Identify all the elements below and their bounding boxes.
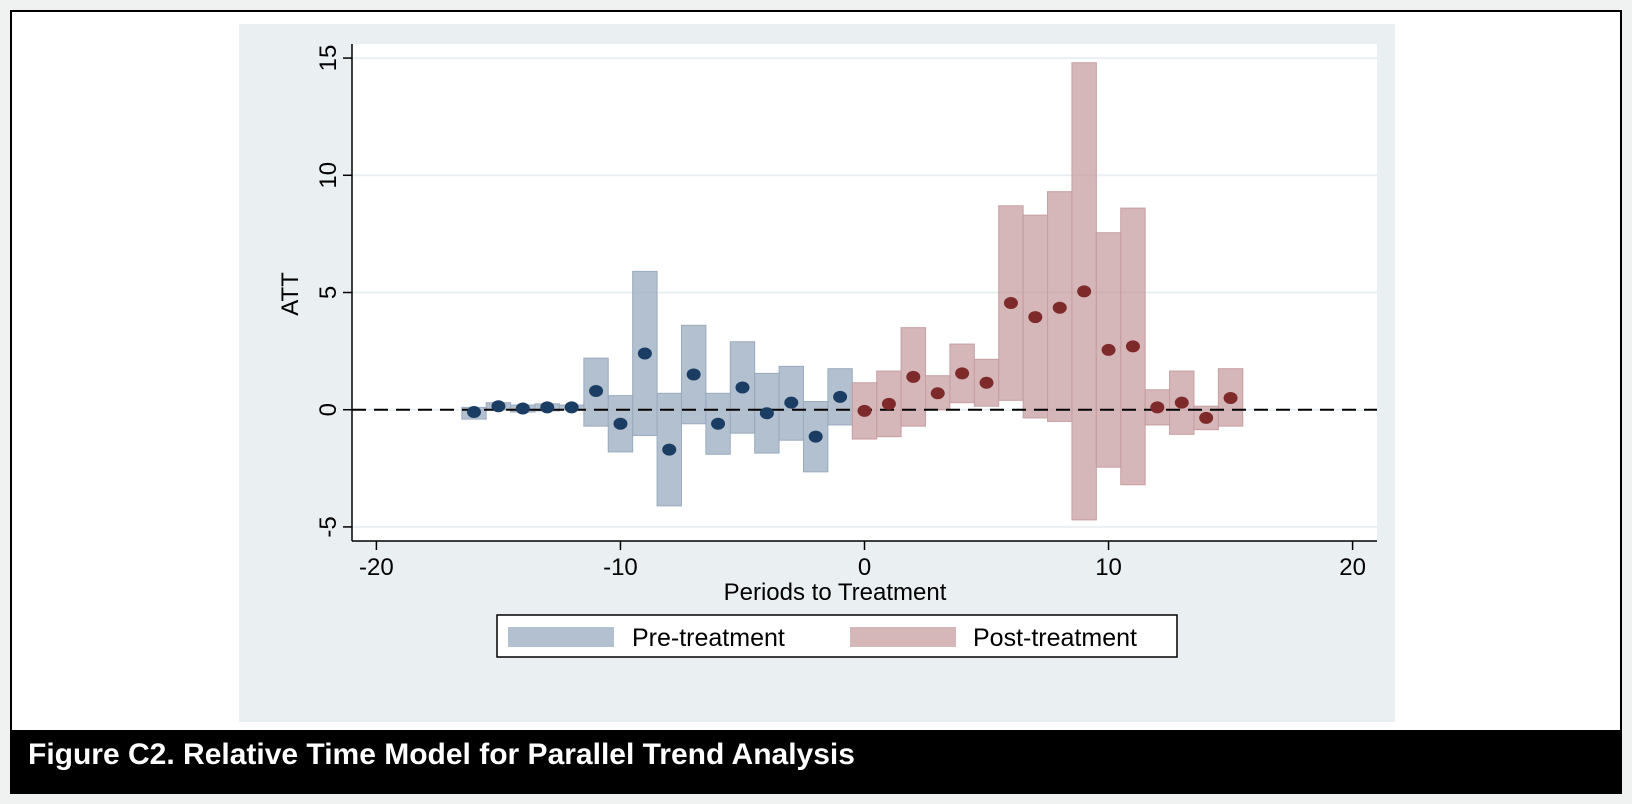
post-treatment-point [979, 376, 994, 389]
pre-treatment-point [686, 368, 701, 381]
legend-label-pre-treatment: Pre-treatment [632, 624, 785, 652]
legend: Pre-treatment Post-treatment [496, 614, 1178, 658]
pre-treatment-point [613, 417, 628, 430]
y-tick-label: 10 [315, 162, 342, 189]
pre-treatment-point [735, 381, 750, 394]
pre-treatment-interval-bar [705, 392, 731, 455]
event-study-chart: -20 -10 0 10 20 -5 0 5 10 15 Periods to Treatment… [277, 44, 1377, 658]
post-treatment-point [1052, 301, 1067, 314]
y-tick-label: 15 [315, 45, 342, 72]
tick-labels: -20 -10 0 10 20 -5 0 5 10 15 [315, 45, 1366, 581]
x-tick-label: 0 [858, 554, 871, 581]
figure-caption: Figure C2. Relative Time Model for Paral… [28, 738, 855, 771]
pre-treatment-point [491, 400, 506, 413]
legend-swatch-pre-treatment [508, 627, 614, 647]
pre-treatment-point [833, 390, 848, 403]
post-treatment-point [1223, 391, 1238, 404]
pre-treatment-point [467, 406, 482, 419]
pre-treatment-point [589, 384, 604, 397]
figure-panel: -20 -10 0 10 20 -5 0 5 10 15 Periods to Treatment… [12, 12, 1620, 730]
post-treatment-point [857, 404, 872, 417]
y-axis-label: ATT [277, 272, 304, 316]
post-treatment-point [881, 397, 896, 410]
post-treatment-point [1125, 340, 1140, 353]
pre-treatment-point [784, 396, 799, 409]
post-treatment-point [906, 370, 921, 383]
x-axis-label: Periods to Treatment [724, 579, 947, 606]
post-treatment-point [930, 387, 945, 400]
x-tick-label: 20 [1339, 554, 1366, 581]
pre-treatment-point [540, 401, 555, 414]
pre-treatment-point [711, 417, 726, 430]
y-tick-label: -5 [315, 516, 342, 537]
figure-frame: -20 -10 0 10 20 -5 0 5 10 15 Periods to Treatment… [10, 10, 1622, 794]
post-treatment-point [1101, 343, 1116, 356]
legend-swatch-post-treatment [850, 627, 956, 647]
post-treatment-point [1174, 396, 1189, 409]
y-tick-label: 0 [315, 403, 342, 416]
post-treatment-point [1150, 401, 1165, 414]
post-treatment-point [1199, 411, 1214, 424]
pre-treatment-point [515, 402, 530, 415]
post-treatment-point [1077, 285, 1092, 298]
legend-label-post-treatment: Post-treatment [973, 624, 1137, 652]
x-tick-label: -10 [603, 554, 638, 581]
post-treatment-point [1003, 297, 1018, 310]
pre-treatment-point [759, 407, 774, 420]
pre-treatment-point [662, 443, 677, 456]
pre-treatment-point [808, 430, 823, 443]
pre-treatment-point [637, 347, 652, 360]
post-treatment-point [1028, 311, 1043, 324]
point-estimates [467, 285, 1238, 456]
x-tick-label: 10 [1095, 554, 1122, 581]
x-tick-label: -20 [359, 554, 394, 581]
y-tick-label: 5 [315, 286, 342, 299]
post-treatment-point [955, 367, 970, 380]
pre-treatment-point [564, 401, 579, 414]
